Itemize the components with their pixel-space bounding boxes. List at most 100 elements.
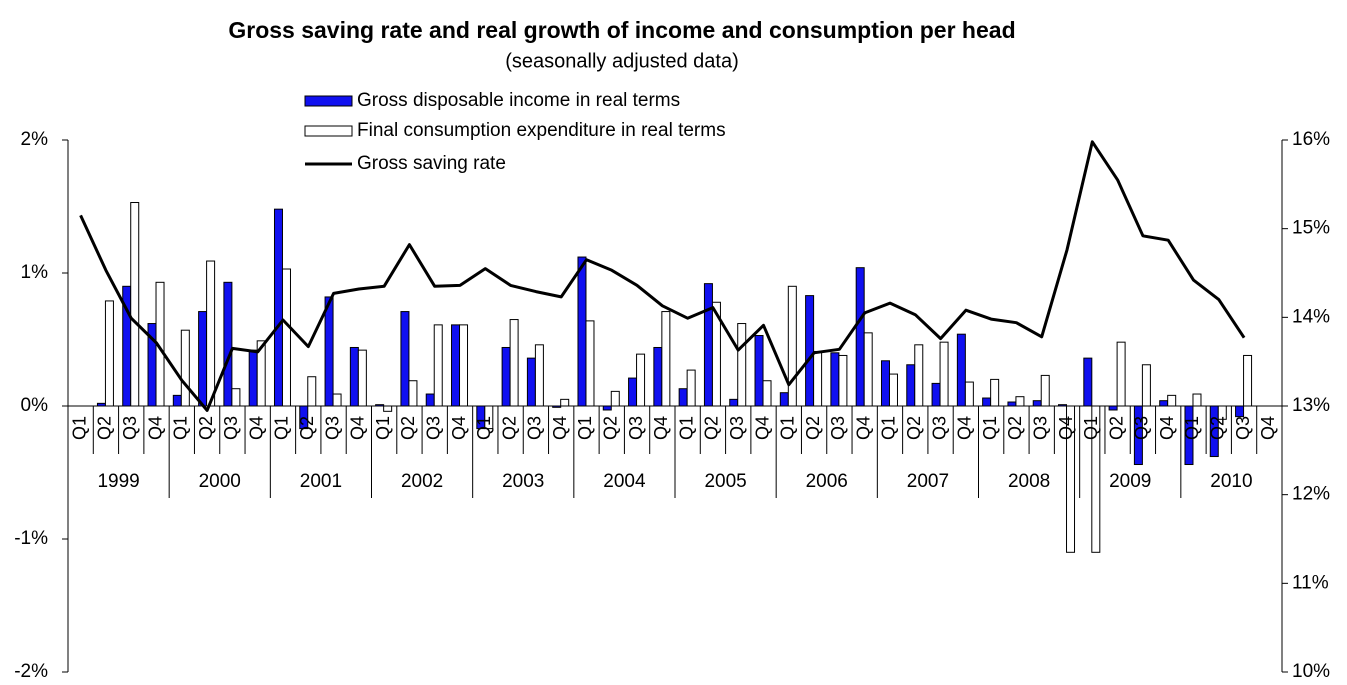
bar <box>104 300 114 407</box>
year-label: 2005 <box>704 471 746 492</box>
bar <box>703 283 713 407</box>
bar <box>248 349 258 407</box>
x-tick-label: Q3 <box>828 416 848 440</box>
bar <box>1083 357 1093 407</box>
bar <box>762 380 772 407</box>
x-tick-label: Q1 <box>69 416 89 440</box>
year-label: 2002 <box>401 471 443 492</box>
legend-swatch <box>304 95 353 107</box>
x-tick-label: Q4 <box>651 416 671 440</box>
bar <box>130 202 140 407</box>
bar <box>400 311 410 407</box>
year-label: 2001 <box>300 471 342 492</box>
bar <box>813 350 823 407</box>
year-label: 2003 <box>502 471 544 492</box>
bar <box>754 335 764 407</box>
bar <box>1235 405 1245 418</box>
bar <box>433 324 443 407</box>
y2-tick-label: 12% <box>1292 484 1330 505</box>
bar <box>1116 341 1126 407</box>
x-tick-label: Q3 <box>120 416 140 440</box>
bar <box>939 341 949 407</box>
year-label: 1999 <box>97 471 139 492</box>
x-tick-label: Q2 <box>904 416 924 440</box>
y-tick-label: 2% <box>21 129 49 150</box>
year-label: 2007 <box>907 471 949 492</box>
y2-tick-label: 15% <box>1292 218 1330 239</box>
bar <box>737 323 747 407</box>
x-tick-label: Q2 <box>601 416 621 440</box>
x-tick-label: Q3 <box>727 416 747 440</box>
year-label: 2008 <box>1008 471 1050 492</box>
bar <box>585 320 595 407</box>
bar <box>408 380 418 407</box>
x-tick-label: Q1 <box>1081 416 1101 440</box>
bar <box>383 405 393 412</box>
x-tick-label: Q4 <box>348 416 368 440</box>
x-tick-label: Q1 <box>171 416 191 440</box>
bar <box>577 256 587 407</box>
bar <box>273 208 283 407</box>
bar <box>855 267 865 407</box>
x-tick-label: Q3 <box>626 416 646 440</box>
bar <box>636 353 646 407</box>
bar <box>838 354 848 407</box>
bar <box>1108 405 1118 411</box>
bar <box>357 349 367 407</box>
bar <box>180 329 190 407</box>
bar <box>231 388 241 407</box>
x-tick-label: Q1 <box>373 416 393 440</box>
bar <box>906 364 916 407</box>
x-tick-label: Q4 <box>1056 416 1076 440</box>
bar <box>501 346 511 407</box>
bar <box>787 285 797 407</box>
legend-label: Gross disposable income in real terms <box>357 90 680 111</box>
bar <box>1032 400 1042 407</box>
bar <box>956 333 966 407</box>
y-tick-label: -2% <box>14 661 48 680</box>
bar <box>805 295 815 407</box>
y-tick-label: 0% <box>21 395 49 416</box>
bar <box>661 311 671 407</box>
bar <box>686 369 696 407</box>
x-tick-label: Q2 <box>1005 416 1025 440</box>
x-tick-label: Q3 <box>423 416 443 440</box>
year-label: 2000 <box>199 471 241 492</box>
bar <box>990 378 1000 407</box>
x-tick-label: Q1 <box>272 416 292 440</box>
legend-label: Final consumption expenditure in real te… <box>357 120 726 141</box>
legend-swatch <box>304 125 353 137</box>
bar <box>653 346 663 407</box>
bar <box>1192 393 1202 407</box>
bar <box>223 281 233 407</box>
bar <box>863 332 873 407</box>
x-tick-label: Q2 <box>803 416 823 440</box>
bar <box>931 382 941 407</box>
chart-title: Gross saving rate and real growth of inc… <box>228 17 1015 43</box>
bar <box>509 319 519 407</box>
x-tick-label: Q3 <box>1233 416 1253 440</box>
y2-tick-label: 14% <box>1292 306 1330 327</box>
bar <box>628 377 638 407</box>
bar <box>534 344 544 407</box>
x-tick-label: Q2 <box>297 416 317 440</box>
bar <box>1243 354 1253 407</box>
x-tick-label: Q2 <box>702 416 722 440</box>
bar <box>830 352 840 407</box>
year-label: 2006 <box>806 471 848 492</box>
chart-subtitle: (seasonally adjusted data) <box>505 50 738 72</box>
bar <box>982 397 992 407</box>
x-tick-label: Q1 <box>980 416 1000 440</box>
bar <box>1167 394 1177 407</box>
bar <box>1040 374 1050 407</box>
x-tick-label: Q1 <box>575 416 595 440</box>
x-tick-label: Q3 <box>221 416 241 440</box>
bar <box>526 357 536 407</box>
x-tick-label: Q4 <box>1157 416 1177 440</box>
x-tick-label: Q4 <box>955 416 975 440</box>
bar <box>880 360 890 407</box>
bar <box>1015 396 1025 407</box>
x-tick-label: Q2 <box>1106 416 1126 440</box>
x-tick-label: Q1 <box>879 416 899 440</box>
